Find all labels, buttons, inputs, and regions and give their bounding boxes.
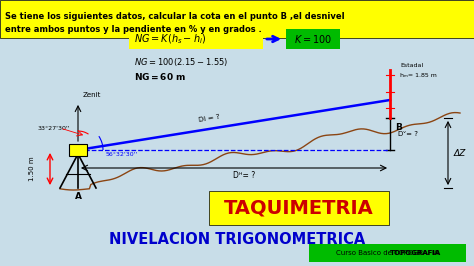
FancyBboxPatch shape [129,29,263,49]
Text: ΔZ: ΔZ [454,148,466,157]
Text: Dᵛ= ?: Dᵛ= ? [398,131,418,137]
Text: B: B [395,123,402,132]
Text: Dᴴ= ?: Dᴴ= ? [233,171,255,180]
Text: TOPOGRAFIA: TOPOGRAFIA [390,250,441,256]
FancyBboxPatch shape [209,191,389,225]
Text: Se tiene los siguientes datos, calcular la cota en el punto B ,el desnivel: Se tiene los siguientes datos, calcular … [5,12,345,21]
Text: 33°27'30'': 33°27'30'' [38,126,71,131]
Text: Di = ?: Di = ? [198,114,220,123]
Text: $NG = K(h_s - h_i)$: $NG = K(h_s - h_i)$ [134,32,206,46]
Text: Curso Basico de TOPOGRAFIA: Curso Basico de TOPOGRAFIA [336,250,439,256]
FancyBboxPatch shape [0,0,474,38]
Text: hₘ= 1.85 m: hₘ= 1.85 m [400,73,437,78]
FancyBboxPatch shape [309,244,466,262]
FancyBboxPatch shape [69,144,87,156]
Text: Estadal: Estadal [400,63,423,68]
Text: 56°32'30'': 56°32'30'' [106,152,138,157]
Text: Zenit: Zenit [83,92,101,98]
Text: entre ambos puntos y la pendiente en % y en grados .: entre ambos puntos y la pendiente en % y… [5,25,262,34]
Text: $K = 100$: $K = 100$ [294,33,332,45]
Text: 1.50 m: 1.50 m [29,157,35,181]
Text: $\bf{NG = 60\ m}$: $\bf{NG = 60\ m}$ [134,70,186,81]
Text: TAQUIMETRIA: TAQUIMETRIA [224,198,374,218]
FancyBboxPatch shape [286,29,340,49]
Text: NIVELACION TRIGONOMETRICA: NIVELACION TRIGONOMETRICA [109,232,365,247]
Text: A: A [74,192,82,201]
Text: $NG = 100(2.15 - 1.55)$: $NG = 100(2.15 - 1.55)$ [134,56,228,68]
